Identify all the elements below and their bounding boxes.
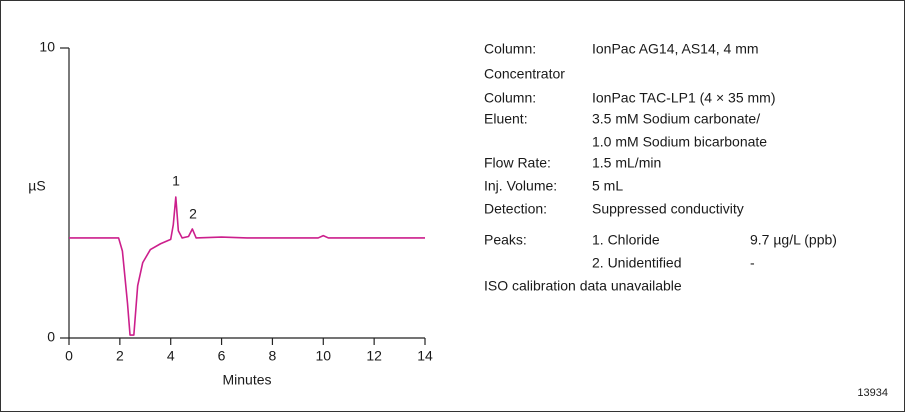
condition-value: 5 mL [592,178,623,194]
peak-name: 1. Chloride [592,232,660,248]
y-tick-label: 10 [39,39,55,55]
condition-value: IonPac AG14, AS14, 4 mm [592,41,759,57]
condition-value: 1.5 mL/min [592,155,661,171]
x-tick-label: 4 [167,348,175,364]
x-tick-label: 14 [417,348,433,364]
x-tick-label: 8 [269,348,277,364]
figure-id: 13934 [857,387,888,399]
x-tick-label: 6 [218,348,226,364]
condition-label: Column: [484,41,536,57]
y-tick-label: 0 [47,329,55,345]
x-axis-label: Minutes [222,372,271,388]
condition-label: Column: [484,90,536,106]
peak-name: 2. Unidentified [592,255,682,271]
condition-label: Inj. Volume: [484,178,557,194]
trace [69,196,425,336]
peak-label: 1 [172,173,180,189]
x-tick-label: 12 [366,348,382,364]
x-tick-label: 2 [116,348,124,364]
peak-amount: - [750,255,755,271]
y-axis-label: µS [28,178,45,194]
peak-label: 2 [189,206,197,222]
x-tick-label: 10 [315,348,331,364]
peaks-label: Peaks: [484,232,527,248]
condition-label: Flow Rate: [484,155,551,171]
x-tick-label: 0 [65,348,73,364]
condition-label: Detection: [484,201,547,217]
note: ISO calibration data unavailable [484,278,682,294]
condition-value: Suppressed conductivity [592,201,744,217]
condition-value: 1.0 mM Sodium bicarbonate [592,134,767,150]
condition-label: Concentrator [484,66,565,82]
condition-value: 3.5 mM Sodium carbonate/ [592,111,760,127]
condition-label: Eluent: [484,111,528,127]
condition-value: IonPac TAC-LP1 (4 × 35 mm) [592,90,776,106]
peak-amount: 9.7 µg/L (ppb) [750,232,837,248]
